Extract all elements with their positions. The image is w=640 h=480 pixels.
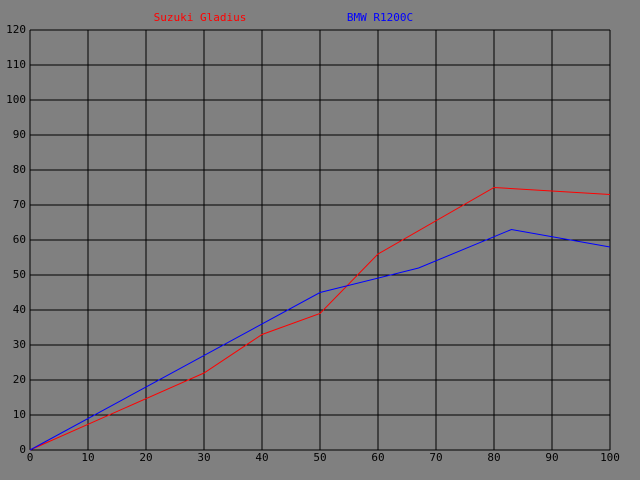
x-tick-label: 30 (197, 451, 210, 464)
x-tick-label: 40 (255, 451, 268, 464)
x-tick-label: 20 (139, 451, 152, 464)
y-tick-label: 120 (6, 23, 26, 36)
y-tick-label: 90 (13, 128, 26, 141)
x-tick-label: 80 (487, 451, 500, 464)
line (29, 228, 611, 451)
y-tick-label: 60 (13, 233, 26, 246)
line (29, 186, 611, 451)
legend-entry: BMW R1200C (347, 11, 413, 24)
y-tick-label: 10 (13, 408, 26, 421)
y-tick-label: 70 (13, 198, 26, 211)
x-tick-label: 100 (600, 451, 620, 464)
y-tick-label: 30 (13, 338, 26, 351)
x-tick-label: 70 (429, 451, 442, 464)
y-tick-label: 100 (6, 93, 26, 106)
x-tick-label: 50 (313, 451, 326, 464)
y-tick-label: 40 (13, 303, 26, 316)
y-tick-label: 80 (13, 163, 26, 176)
x-tick-label: 60 (371, 451, 384, 464)
y-tick-label: 0 (19, 443, 26, 456)
x-tick-label: 10 (81, 451, 94, 464)
x-tick-label: 90 (545, 451, 558, 464)
y-tick-label: 50 (13, 268, 26, 281)
x-tick-label: 0 (27, 451, 34, 464)
y-tick-label: 110 (6, 58, 26, 71)
legend-entry: Suzuki Gladius (154, 11, 247, 24)
y-tick-label: 20 (13, 373, 26, 386)
